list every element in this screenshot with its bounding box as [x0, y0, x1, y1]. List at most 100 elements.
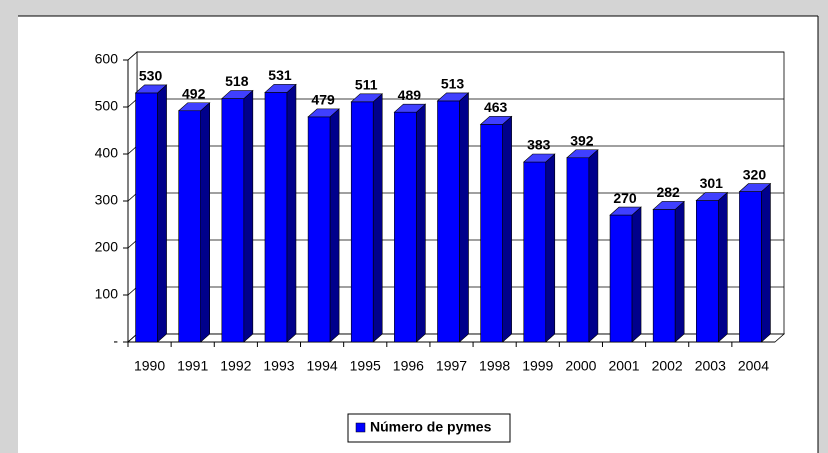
bar: [221, 89, 254, 343]
bar-front: [523, 161, 547, 343]
y-tick-label: 200: [95, 239, 119, 255]
x-tick-label: 1996: [393, 358, 424, 374]
bar-top: [436, 92, 470, 102]
y-tick-label: 300: [95, 192, 119, 208]
x-tick-label: 1990: [134, 358, 165, 374]
bar-top: [393, 103, 427, 113]
x-tick-label: 1992: [220, 358, 251, 374]
x-tick-label: 2000: [565, 358, 596, 374]
bar-side: [416, 103, 426, 343]
y-tick-label: 400: [95, 145, 119, 161]
x-tick-label: 1995: [350, 358, 381, 374]
value-label: 513: [441, 76, 465, 92]
value-label: 530: [139, 68, 163, 84]
bar-front: [221, 98, 245, 343]
value-label: 489: [398, 87, 422, 103]
legend-box: [347, 413, 511, 443]
bar-front: [739, 191, 762, 343]
x-tick-label: 2003: [695, 358, 726, 374]
bar-top: [264, 84, 297, 93]
y-tick-label: -: [113, 333, 118, 349]
bar-top: [609, 206, 642, 216]
bar-side: [286, 83, 297, 343]
bar: [134, 84, 168, 343]
bar-side: [717, 191, 728, 343]
bar: [264, 83, 297, 343]
bar-side: [588, 149, 599, 343]
x-tick-label: 2002: [652, 358, 683, 374]
value-label: 463: [484, 99, 508, 115]
bar-top: [652, 201, 685, 210]
x-tick-label: 1999: [522, 358, 553, 374]
bar-top: [134, 84, 168, 94]
x-tick-label: 1991: [177, 358, 208, 374]
bar-front: [394, 111, 417, 343]
bar: [177, 102, 211, 343]
bar-top: [695, 192, 729, 201]
bar-side: [545, 153, 556, 343]
legend-swatch: [355, 422, 366, 433]
value-label: 479: [311, 92, 335, 108]
x-tick-label: 1997: [436, 358, 467, 374]
bar-side: [157, 84, 167, 343]
bar: [350, 93, 384, 343]
bar-side: [200, 102, 210, 343]
value-label: 492: [182, 85, 206, 101]
bar-side: [329, 108, 340, 343]
y-tick-label: 100: [95, 286, 119, 302]
bar-front: [437, 100, 460, 343]
value-label: 383: [527, 137, 551, 153]
bar: [393, 103, 427, 343]
value-label: 511: [355, 77, 378, 93]
bar-side: [674, 200, 685, 343]
bar-top: [350, 93, 384, 103]
bar-side: [502, 115, 512, 343]
value-label: 282: [656, 184, 680, 200]
bar-side: [243, 89, 254, 343]
bar: [522, 153, 556, 343]
bar-front: [135, 92, 158, 343]
x-tick-label: 1994: [307, 358, 338, 374]
bar-top: [221, 90, 254, 99]
value-label: 531: [268, 67, 292, 83]
grid-line: [127, 51, 138, 61]
bar: [307, 108, 340, 343]
x-tick-label: 1993: [263, 358, 294, 374]
bar: [695, 191, 729, 343]
bar-top: [738, 183, 772, 192]
bar-top: [307, 108, 340, 118]
legend-label: Número de pymes: [370, 419, 492, 435]
bar-side: [631, 206, 642, 343]
bar-top: [177, 102, 211, 112]
bar-front: [652, 209, 676, 343]
bar-side: [459, 92, 469, 343]
x-tick-label: 2004: [738, 358, 769, 374]
bar: [652, 200, 685, 343]
bar-front: [307, 116, 331, 343]
bar-top: [479, 116, 513, 125]
bar: [738, 182, 772, 343]
value-label: 301: [700, 175, 724, 191]
value-label: 518: [225, 73, 249, 89]
bar-front: [264, 92, 288, 343]
bar-front: [350, 101, 374, 343]
bar-front: [695, 200, 719, 343]
x-tick-label: 1998: [479, 358, 510, 374]
bar-front: [178, 110, 201, 343]
value-label: 392: [570, 132, 594, 148]
bar-top: [566, 149, 599, 159]
bar: [566, 149, 599, 343]
bar-top: [522, 153, 556, 163]
bar-front: [480, 124, 503, 343]
x-tick-label: 2001: [608, 358, 639, 374]
bar: [479, 115, 513, 343]
bar-side: [761, 182, 771, 343]
value-label: 270: [613, 190, 637, 206]
y-tick-label: 600: [95, 51, 119, 67]
bar-front: [609, 214, 633, 343]
value-label: 320: [743, 166, 767, 182]
bar: [436, 92, 470, 343]
bar-side: [372, 93, 383, 343]
y-tick-label: 500: [95, 98, 119, 114]
